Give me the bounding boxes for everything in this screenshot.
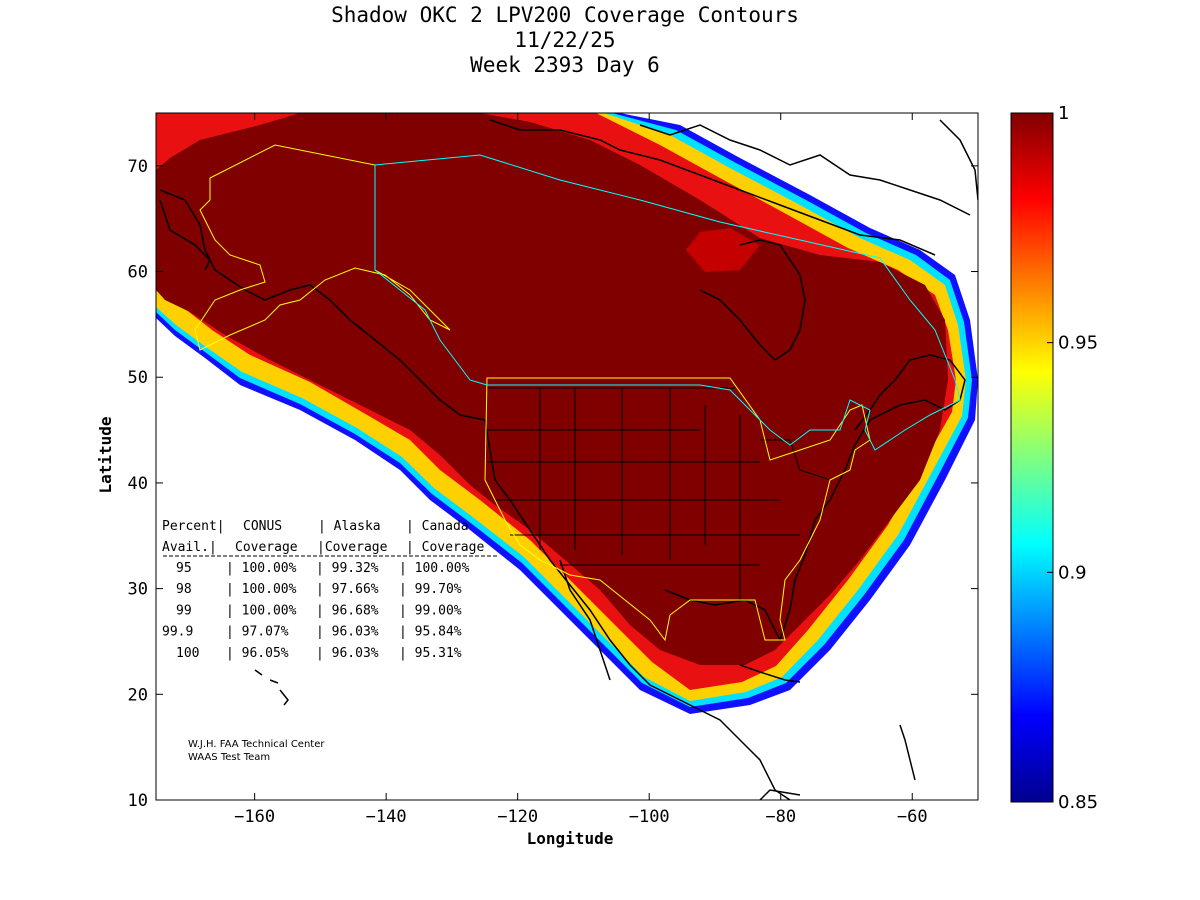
chart-date: 11/22/25 <box>514 28 616 52</box>
y-tick-label: 40 <box>128 474 148 494</box>
x-tick-label: −120 <box>497 807 538 827</box>
table-cell: | 99.70% <box>399 582 462 597</box>
y-tick-label: 60 <box>128 263 148 283</box>
table-cell: | 97.07% <box>226 625 289 640</box>
table-header-cell: | Canada <box>406 519 469 534</box>
colorbar-tick-label: 0.95 <box>1058 333 1098 354</box>
coverage-table: Percent| CONUS | Alaska | Canada Avail.| Cov… <box>162 519 498 661</box>
table-cell: 99.9 <box>162 625 193 640</box>
x-tick-label: −140 <box>366 807 407 827</box>
table-cell: | 96.03% <box>316 646 379 661</box>
credit-line-1: W.J.H. FAA Technical Center <box>188 739 325 750</box>
x-axis-label: Longitude <box>527 829 614 848</box>
colorbar <box>1010 112 1054 803</box>
y-axis-label: Latitude <box>96 416 115 493</box>
y-tick-label: 20 <box>128 685 148 705</box>
table-cell: | 97.66% <box>316 582 379 597</box>
coastlines <box>159 119 978 800</box>
chart-week: Week 2393 Day 6 <box>470 53 660 77</box>
table-cell: | 95.31% <box>399 646 462 661</box>
y-tick-label: 50 <box>128 368 148 388</box>
table-cell: | 95.84% <box>399 625 462 640</box>
table-cell: 98 <box>176 582 192 597</box>
chart-title: Shadow OKC 2 LPV200 Coverage Contours <box>331 3 799 27</box>
table-cell: 95 <box>176 561 192 576</box>
table-header-cell: |Coverage <box>317 540 388 555</box>
table-cell: | 99.00% <box>399 603 462 618</box>
table-cell: 100 <box>176 646 199 661</box>
y-tick-label: 70 <box>128 157 148 177</box>
y-tick-label: 30 <box>128 580 148 600</box>
y-tick-label: 10 <box>128 791 148 811</box>
table-cell: | 99.32% <box>316 561 379 576</box>
coverage-field <box>156 113 978 800</box>
coverage-full <box>156 113 948 665</box>
table-cell: | 100.00% <box>226 603 297 618</box>
canada-boundary <box>374 154 961 451</box>
x-tick-label: −60 <box>897 807 928 827</box>
table-header-cell: | Coverage <box>406 540 484 555</box>
colorbar-ticks: 1 0.95 0.9 0.85 <box>1047 103 1098 813</box>
table-cell: | 100.00% <box>399 561 470 576</box>
table-cell: | 96.03% <box>316 625 379 640</box>
table-header-cell: CONUS <box>243 519 282 534</box>
table-cell: | 100.00% <box>226 561 297 576</box>
x-tick-label: −160 <box>234 807 275 827</box>
plot-frame <box>155 112 979 801</box>
table-header-cell: Coverage <box>235 540 298 555</box>
table-header-cell: Avail.| <box>162 540 217 555</box>
x-axis: −160 −140 −120 −100 −80 −60 <box>234 113 928 827</box>
colorbar-tick-label: 0.9 <box>1058 562 1087 583</box>
table-cell: | 96.68% <box>316 603 379 618</box>
table-cell: 99 <box>176 603 192 618</box>
us-state-borders <box>487 387 831 600</box>
table-header-cell: Percent| <box>162 519 225 534</box>
colorbar-tick-label: 0.85 <box>1058 792 1098 813</box>
table-cell: | 96.05% <box>226 646 289 661</box>
colorbar-tick-label: 1 <box>1058 103 1069 124</box>
credit-line-2: WAAS Test Team <box>188 752 270 763</box>
y-axis: 10 20 30 40 50 60 70 <box>128 157 978 811</box>
table-header-cell: | Alaska <box>318 519 381 534</box>
table-cell: | 100.00% <box>226 582 297 597</box>
x-tick-label: −100 <box>629 807 670 827</box>
x-tick-label: −80 <box>765 807 796 827</box>
